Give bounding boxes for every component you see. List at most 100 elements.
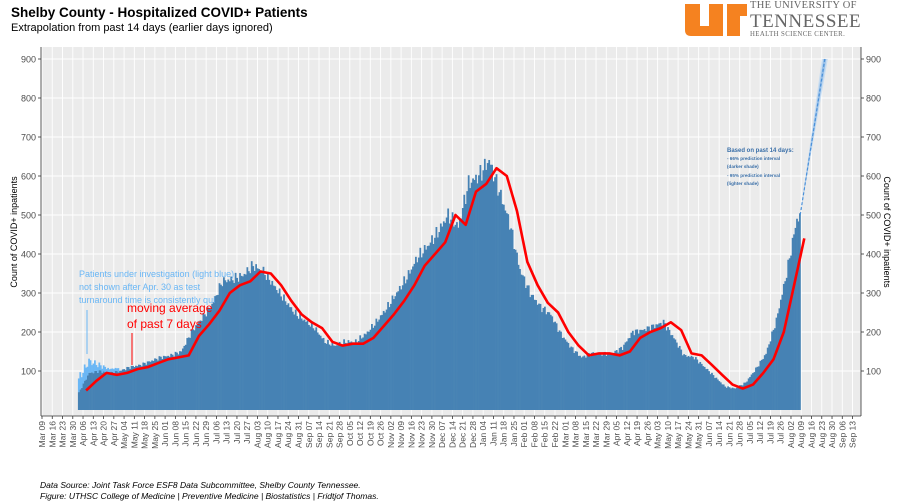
daily-bar xyxy=(290,307,293,410)
daily-bar xyxy=(360,338,363,410)
daily-bar xyxy=(693,359,696,410)
y-tick-label-left: 700 xyxy=(21,133,36,143)
daily-bar xyxy=(177,354,180,410)
daily-bar xyxy=(123,369,126,410)
x-tick-label: Mar 08 xyxy=(571,421,581,448)
daily-bar xyxy=(381,314,384,410)
daily-bar xyxy=(357,341,360,410)
y-tick-label-right: 700 xyxy=(866,133,881,143)
daily-bar xyxy=(746,381,749,410)
daily-bar xyxy=(116,370,118,410)
daily-bar xyxy=(425,249,428,410)
pui-bar xyxy=(94,360,96,371)
daily-bar xyxy=(331,342,334,410)
daily-bar xyxy=(454,224,457,410)
daily-bar xyxy=(420,257,423,410)
daily-bar xyxy=(297,318,300,410)
x-tick-label: Jul 26 xyxy=(776,421,786,444)
x-tick-label: Aug 17 xyxy=(273,421,283,448)
daily-bar xyxy=(246,267,249,410)
daily-bar xyxy=(526,285,529,410)
daily-bar xyxy=(161,359,164,410)
daily-bar xyxy=(419,247,422,410)
pui-bar xyxy=(110,368,112,372)
daily-bar xyxy=(261,273,263,410)
daily-bar xyxy=(406,279,408,410)
daily-bar xyxy=(621,349,624,410)
daily-bar xyxy=(636,329,639,410)
daily-bar xyxy=(110,371,112,410)
daily-bar xyxy=(428,245,430,410)
pui-bar xyxy=(82,372,85,384)
daily-bar xyxy=(758,366,760,410)
daily-bar xyxy=(797,221,800,410)
daily-bar xyxy=(165,356,168,410)
daily-bar xyxy=(589,356,592,410)
daily-bar xyxy=(541,312,543,410)
y-tick-label-left: 600 xyxy=(21,172,36,182)
daily-bar xyxy=(133,367,136,410)
x-tick-label: Mar 09 xyxy=(37,421,47,448)
daily-bar xyxy=(233,283,236,410)
daily-bar xyxy=(472,178,474,410)
daily-bar xyxy=(318,334,321,410)
daily-bar xyxy=(527,285,530,410)
daily-bar xyxy=(671,335,674,410)
daily-bar xyxy=(494,177,496,410)
x-tick-label: Oct 12 xyxy=(355,421,365,446)
daily-bar xyxy=(522,275,524,410)
daily-bar xyxy=(366,331,369,410)
daily-bar xyxy=(89,372,92,410)
x-tick-label: Aug 23 xyxy=(817,421,827,448)
daily-bar xyxy=(627,338,630,410)
daily-bar xyxy=(665,330,668,410)
x-tick-label: Apr 05 xyxy=(612,421,622,446)
x-tick-label: Apr 19 xyxy=(632,421,642,446)
x-tick-label: Jan 04 xyxy=(478,421,488,447)
daily-bar xyxy=(334,345,337,410)
daily-bar xyxy=(249,273,252,410)
x-tick-label: Jul 12 xyxy=(755,421,765,444)
daily-bar xyxy=(771,331,773,410)
daily-bar xyxy=(308,324,310,410)
x-tick-label: Sep 07 xyxy=(304,421,314,448)
daily-bar xyxy=(344,342,347,410)
daily-bar xyxy=(148,361,151,410)
daily-bar xyxy=(300,318,303,410)
x-tick-label: Jul 19 xyxy=(765,421,775,444)
daily-bar xyxy=(105,372,108,410)
daily-bar xyxy=(129,368,131,410)
daily-bar xyxy=(646,326,649,410)
daily-bar xyxy=(176,352,178,410)
daily-bar xyxy=(114,370,117,410)
daily-bar xyxy=(500,189,502,410)
pui-bar xyxy=(88,358,90,373)
y-tick-label-right: 500 xyxy=(866,211,881,221)
daily-bar xyxy=(451,212,454,410)
x-tick-label: Mar 15 xyxy=(581,421,591,448)
daily-bar xyxy=(507,214,510,410)
daily-bar xyxy=(294,309,297,410)
daily-bar xyxy=(291,311,294,410)
x-tick-label: May 04 xyxy=(119,421,129,449)
daily-bar xyxy=(457,227,460,410)
daily-bar xyxy=(492,181,495,410)
daily-bar xyxy=(796,218,798,410)
daily-bar xyxy=(592,352,595,410)
daily-bar xyxy=(601,355,603,410)
daily-bar xyxy=(680,349,683,410)
x-tick-label: Jul 06 xyxy=(211,421,221,444)
daily-bar xyxy=(476,183,479,410)
x-tick-label: Apr 26 xyxy=(642,421,652,446)
daily-bar xyxy=(187,337,190,410)
prediction-line2: - 66% prediction interval xyxy=(727,156,780,161)
daily-bar xyxy=(583,355,586,410)
x-tick-label: Nov 09 xyxy=(396,421,406,448)
daily-bar xyxy=(208,308,211,410)
daily-bar xyxy=(223,277,225,410)
daily-bar xyxy=(143,362,146,410)
x-tick-label: Mar 16 xyxy=(47,421,57,448)
daily-bar xyxy=(653,328,656,410)
x-tick-label: Aug 24 xyxy=(283,421,293,448)
daily-bar xyxy=(373,325,376,410)
